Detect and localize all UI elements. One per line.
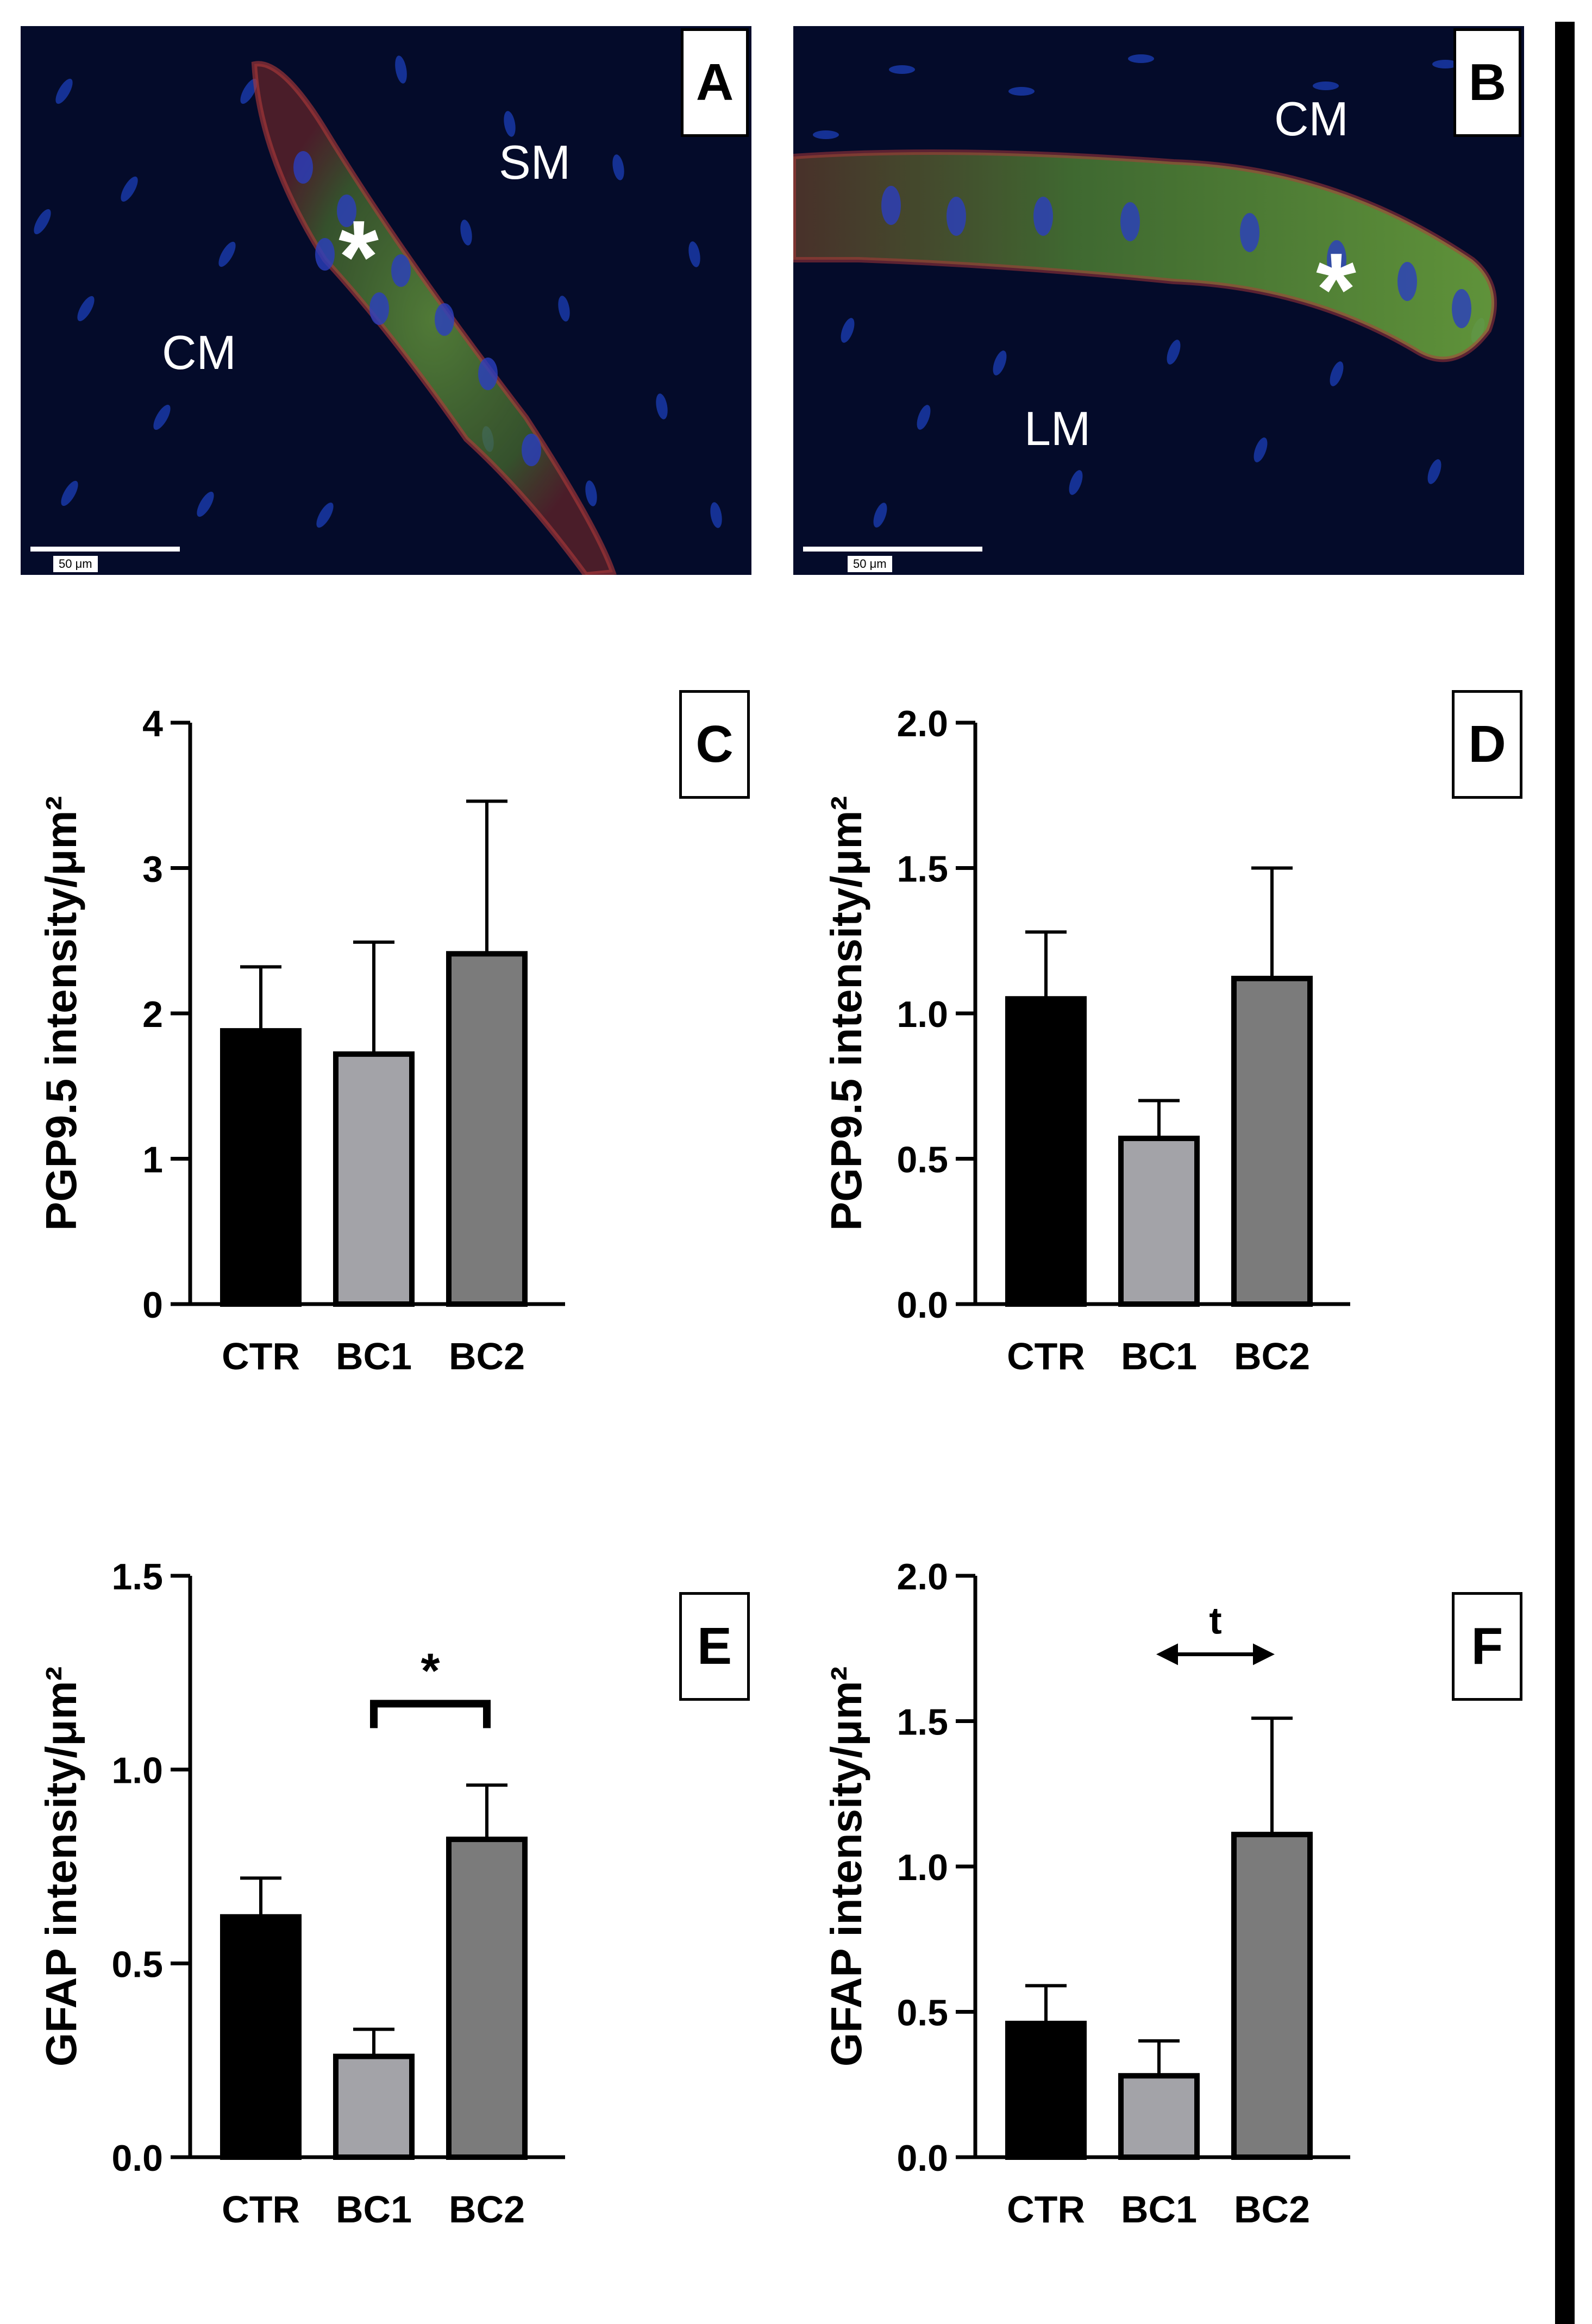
chart-e-svg: 0.0 0.5 1.0 1.5 GFAP intensity/μm² CTR BC1 BC2 * — [37, 1556, 565, 2231]
chart-c: 0 1 2 3 4 PGP9.5 intensity/μm² CTR BC1 BC2 — [0, 625, 793, 1413]
chart-f-svg: 0.0 0.5 1.0 1.5 2.0 GFAP intensity/μm² CTR BC1 B… — [822, 1556, 1350, 2231]
trend-label-f: t — [1209, 1599, 1221, 1642]
panel-letter-a: A — [681, 28, 749, 137]
chart-f: 0.0 0.5 1.0 1.5 2.0 GFAP intensity/μm² CTR BC1 B… — [785, 1478, 1578, 2266]
micrograph-a-tissue — [34, 55, 722, 575]
y-tick-label-d-0: 0.0 — [897, 1285, 948, 1326]
chart-e: 0.0 0.5 1.0 1.5 GFAP intensity/μm² CTR BC1 BC2 * — [0, 1478, 793, 2266]
y-tick-label-f-1: 0.5 — [897, 1993, 948, 2034]
region-label-cm-a: CM — [162, 325, 236, 379]
x-tick-label-f-ctr: CTR — [1007, 2188, 1085, 2231]
y-tick-label-d-4: 2.0 — [897, 703, 948, 744]
region-label-lm-b: LM — [1024, 402, 1091, 455]
x-tick-label-f-bc1: BC1 — [1121, 2188, 1197, 2231]
right-border-bar — [1555, 22, 1575, 2324]
y-tick-label-f-0: 0.0 — [897, 2138, 948, 2179]
bar-e-ctr — [220, 1914, 302, 2160]
bar-e-bc1 — [333, 2053, 415, 2160]
scale-bar-a — [30, 547, 180, 552]
micrograph-a: * CM SM 50 μm — [21, 26, 751, 575]
bar-e-bc2 — [446, 1837, 528, 2160]
y-tick-label-d-3: 1.5 — [897, 849, 948, 890]
ganglion-marker-b: * — [1316, 232, 1356, 347]
y-axis-label-e: GFAP intensity/μm² — [37, 1667, 85, 2066]
y-tick-label-f-2: 1.0 — [897, 1847, 948, 1888]
y-tick-label-e-2: 1.0 — [111, 1750, 163, 1791]
chart-c-svg: 0 1 2 3 4 PGP9.5 intensity/μm² CTR BC1 BC2 — [37, 703, 565, 1377]
bar-f-bc2 — [1231, 1832, 1313, 2160]
bar-d-bc2 — [1231, 975, 1313, 1307]
x-tick-label-e-bc2: BC2 — [449, 2188, 525, 2231]
ganglion-marker-a: * — [339, 199, 379, 315]
ganglion-b — [793, 149, 1497, 362]
y-axis-label-f: GFAP intensity/μm² — [822, 1667, 870, 2066]
y-tick-label-c-2: 2 — [142, 994, 163, 1035]
y-axis-label-c: PGP9.5 intensity/μm² — [37, 796, 85, 1231]
micrograph-b: * CM LM 50 μm — [793, 26, 1524, 575]
x-tick-label-d-bc1: BC1 — [1121, 1335, 1197, 1377]
y-tick-label-f-3: 1.5 — [897, 1702, 948, 1743]
x-tick-label-c-ctr: CTR — [222, 1335, 300, 1377]
bar-d-ctr — [1005, 996, 1087, 1307]
trend-arrow-left-head-f — [1156, 1643, 1178, 1665]
significance-bracket-e — [370, 1700, 491, 1728]
bar-c-bc2 — [446, 951, 528, 1307]
scale-bar-b — [803, 547, 982, 552]
x-tick-label-e-ctr: CTR — [222, 2188, 300, 2231]
y-axis-label-d: PGP9.5 intensity/μm² — [822, 796, 870, 1231]
scale-label-a: 50 μm — [53, 556, 98, 572]
ganglion-a — [251, 61, 617, 575]
y-tick-label-f-4: 2.0 — [897, 1556, 948, 1598]
bar-f-ctr — [1005, 2020, 1087, 2160]
scale-label-b: 50 μm — [848, 556, 892, 572]
x-tick-label-c-bc1: BC1 — [336, 1335, 412, 1377]
y-tick-label-e-3: 1.5 — [111, 1556, 163, 1598]
panel-letter-e: E — [679, 1592, 750, 1701]
micrograph-b-tissue — [793, 54, 1497, 528]
y-tick-label-d-2: 1.0 — [897, 994, 948, 1035]
panel-letter-c: C — [679, 690, 750, 799]
y-tick-label-e-0: 0.0 — [111, 2138, 163, 2179]
x-tick-label-c-bc2: BC2 — [449, 1335, 525, 1377]
y-tick-label-c-1: 1 — [142, 1139, 163, 1181]
bar-c-ctr — [220, 1028, 302, 1307]
panel-letter-d: D — [1452, 690, 1522, 799]
y-tick-label-c-3: 3 — [142, 849, 163, 890]
x-tick-label-f-bc2: BC2 — [1234, 2188, 1310, 2231]
chart-d: 0.0 0.5 1.0 1.5 2.0 PGP9.5 intensity/μm² CTR BC… — [785, 625, 1578, 1413]
x-tick-label-d-ctr: CTR — [1007, 1335, 1085, 1377]
x-tick-label-e-bc1: BC1 — [336, 2188, 412, 2231]
y-tick-label-c-0: 0 — [142, 1285, 163, 1326]
bar-d-bc1 — [1118, 1136, 1200, 1307]
significance-star-e: * — [421, 1644, 440, 1698]
y-tick-label-c-4: 4 — [142, 703, 163, 744]
bar-c-bc1 — [333, 1051, 415, 1307]
panel-letter-f: F — [1452, 1592, 1522, 1701]
chart-d-svg: 0.0 0.5 1.0 1.5 2.0 PGP9.5 intensity/μm² CTR BC… — [822, 703, 1350, 1377]
panel-letter-b: B — [1453, 28, 1521, 137]
x-tick-label-d-bc2: BC2 — [1234, 1335, 1310, 1377]
y-tick-label-d-1: 0.5 — [897, 1139, 948, 1181]
region-label-cm-b: CM — [1274, 92, 1349, 146]
trend-arrow-right-head-f — [1253, 1643, 1275, 1665]
bar-f-bc1 — [1118, 2073, 1200, 2160]
region-label-sm-a: SM — [499, 135, 571, 189]
y-tick-label-e-1: 0.5 — [111, 1944, 163, 1985]
